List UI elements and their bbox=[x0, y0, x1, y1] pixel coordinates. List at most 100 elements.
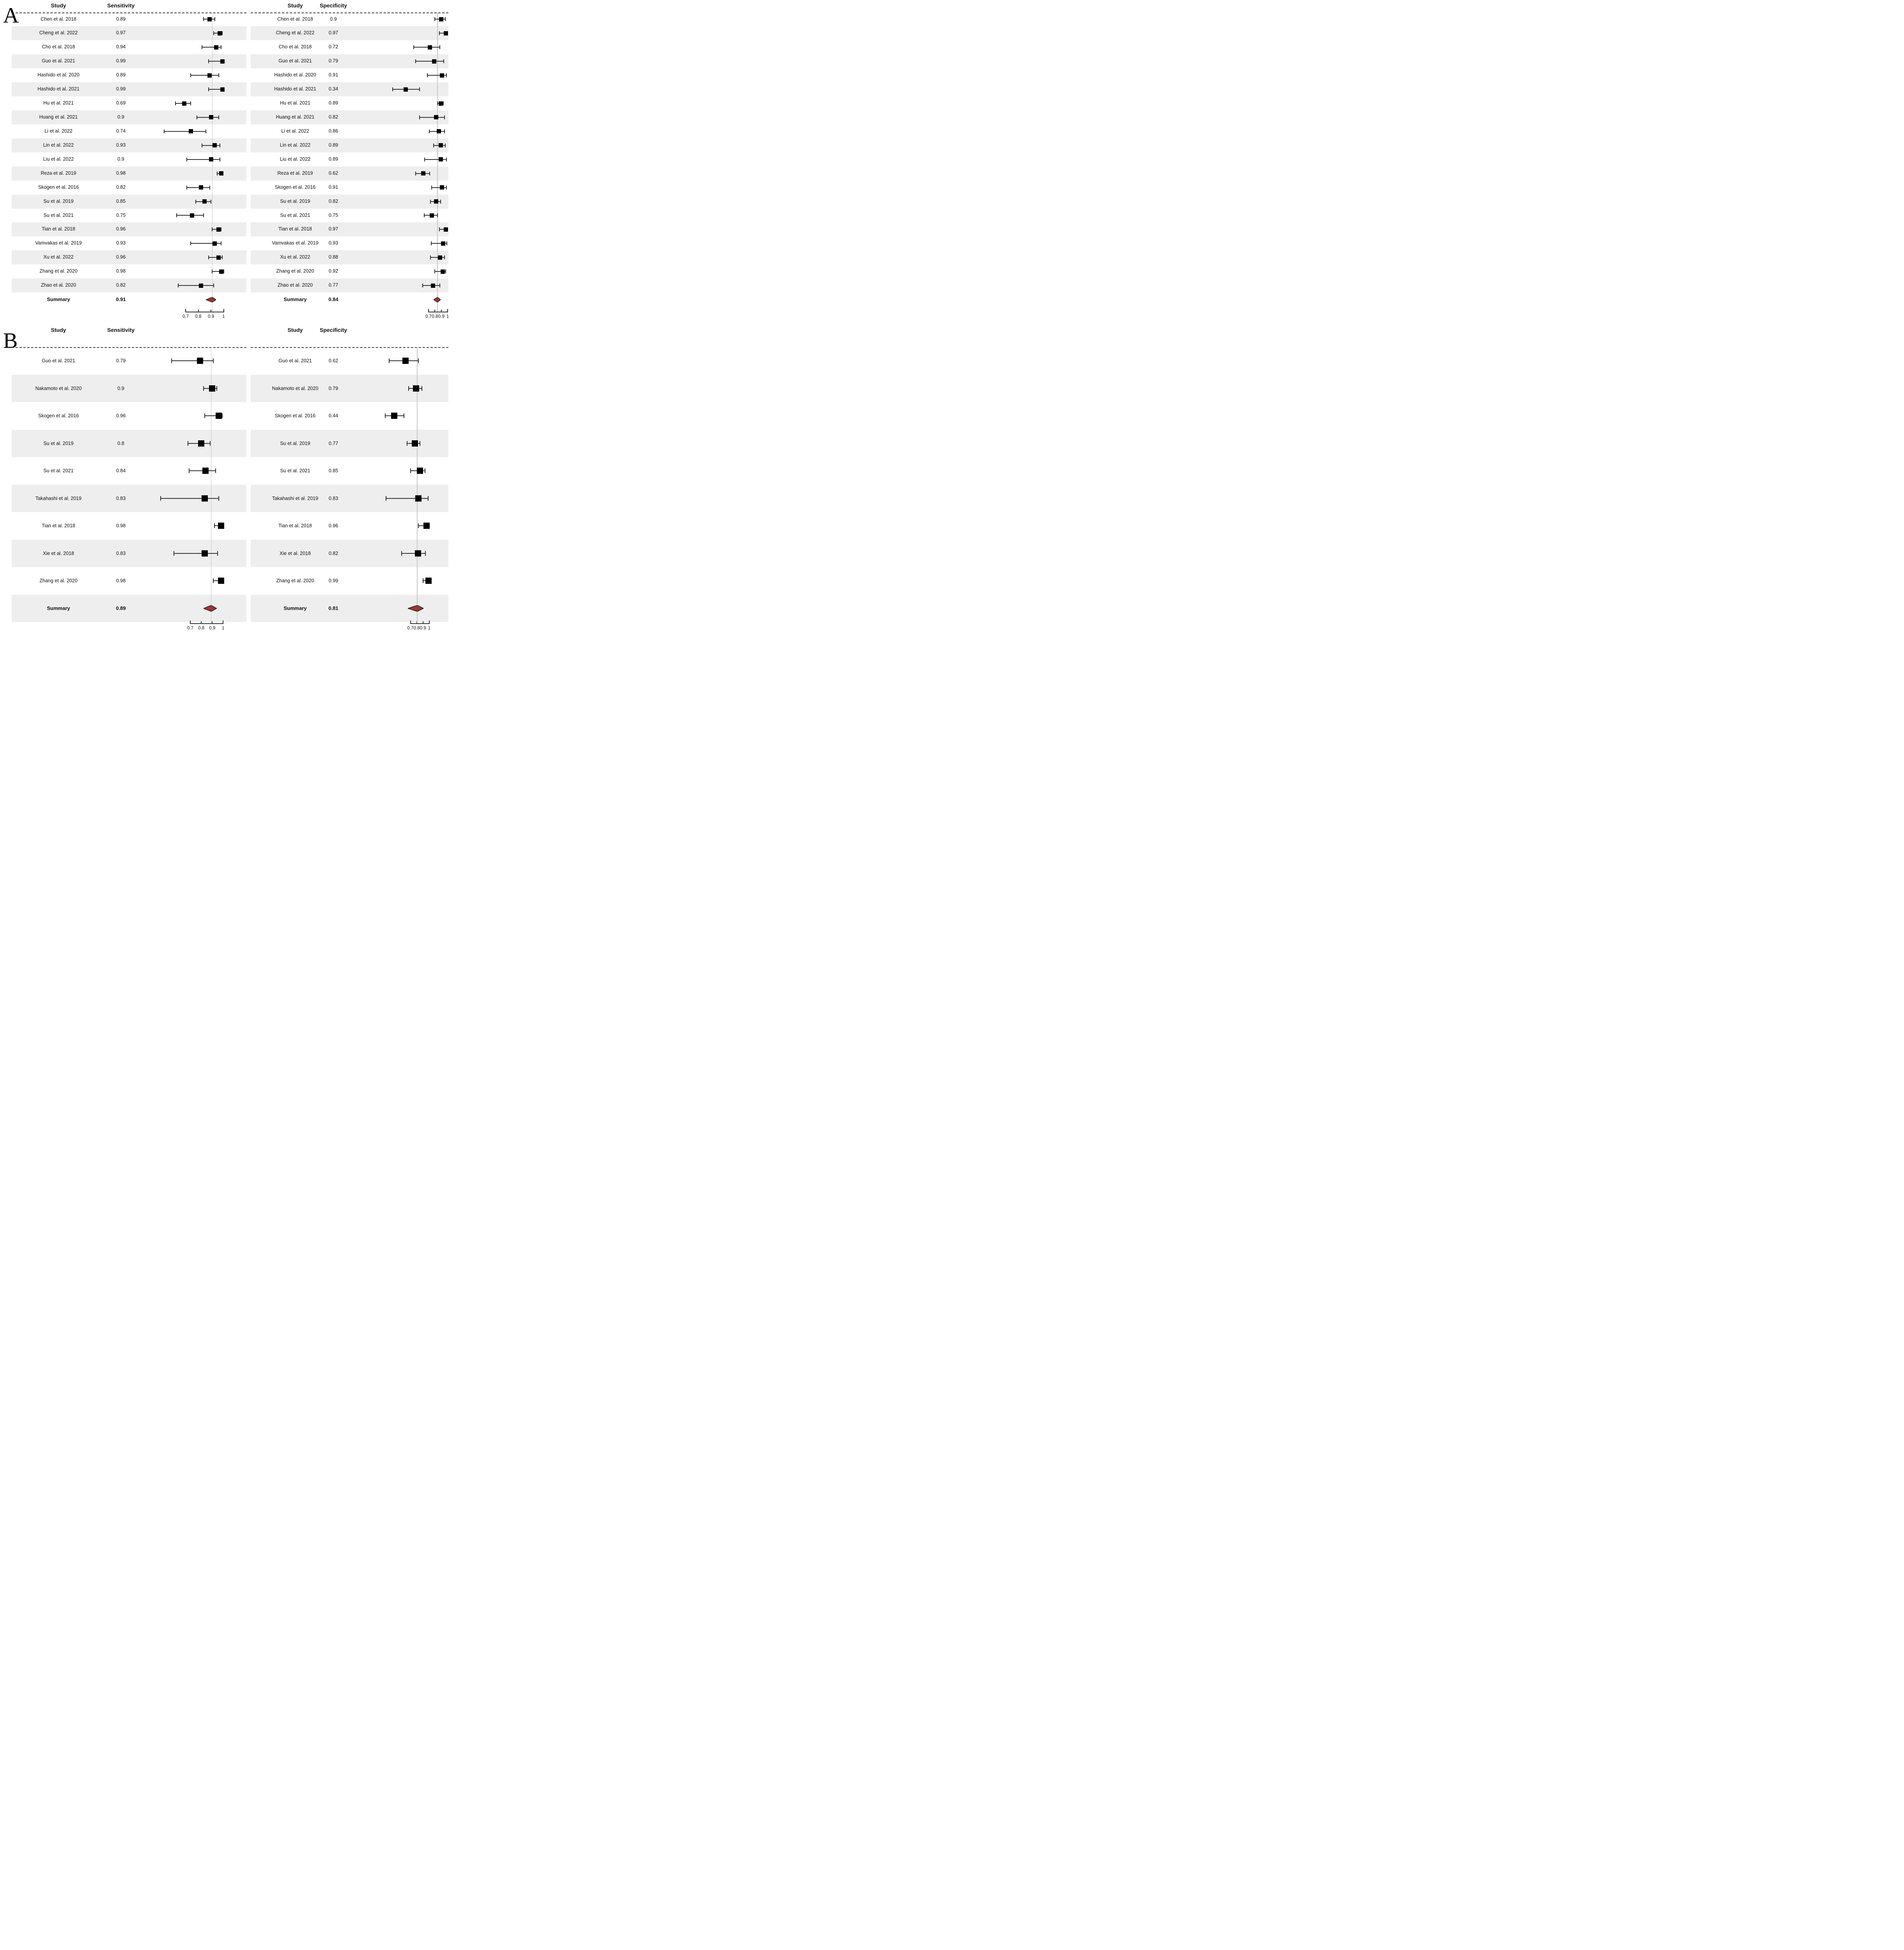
study-row: Su et al. 2019 0.77 bbox=[251, 429, 448, 457]
point-estimate-box bbox=[443, 31, 448, 35]
study-label: Su et al. 2019 bbox=[280, 440, 310, 446]
ci-cap-left bbox=[431, 185, 432, 190]
study-value: 0.75 bbox=[328, 212, 338, 218]
ci-cap-left bbox=[190, 241, 191, 246]
ci-cap-right bbox=[205, 129, 206, 133]
axis-tick bbox=[198, 310, 199, 312]
dashed-separator bbox=[251, 12, 448, 13]
ci-whisker bbox=[439, 33, 448, 34]
study-value: 0.69 bbox=[116, 100, 126, 106]
ci-whisker bbox=[430, 257, 445, 258]
study-label: Su et al. 2019 bbox=[43, 440, 74, 446]
study-value: 0.84 bbox=[116, 468, 126, 473]
ci-cap-right bbox=[221, 413, 223, 418]
study-label: Xu et al. 2022 bbox=[280, 254, 310, 260]
ci-cap-left bbox=[419, 115, 420, 119]
ci-cap-right bbox=[209, 441, 211, 446]
study-row: Nakamoto et al. 2020 0.9 bbox=[12, 374, 246, 402]
axis-line bbox=[410, 623, 429, 624]
ci-cap-left bbox=[423, 213, 425, 218]
summary-diamond bbox=[408, 605, 424, 612]
study-label: Guo et al. 2021 bbox=[278, 358, 312, 363]
study-label: Summary bbox=[47, 605, 70, 611]
study-row: Skogen et al. 2016 0.82 bbox=[12, 181, 246, 195]
study-row: Xu et al. 2022 0.96 bbox=[12, 250, 246, 265]
ci-cap-left bbox=[424, 157, 425, 161]
point-estimate-box bbox=[213, 241, 217, 246]
study-value: 0.99 bbox=[328, 578, 338, 583]
axis-tick-label: 0.7 bbox=[187, 626, 193, 631]
ci-cap-left bbox=[217, 171, 218, 176]
ci-whisker bbox=[164, 131, 206, 132]
study-label: Su et al. 2021 bbox=[280, 212, 310, 218]
ci-cap-left bbox=[214, 523, 215, 528]
point-estimate-box bbox=[438, 157, 443, 162]
axis-tick-label: 0.8 bbox=[413, 626, 420, 631]
ci-cap-left bbox=[430, 255, 431, 260]
study-value: 0.92 bbox=[328, 268, 338, 274]
study-row: Huang et al. 2021 0.9 bbox=[12, 110, 246, 124]
study-value: 0.62 bbox=[328, 170, 338, 176]
study-value: 0.74 bbox=[116, 128, 126, 134]
study-label: Skogen et al. 2016 bbox=[275, 184, 316, 190]
ci-cap-right bbox=[429, 171, 430, 176]
study-label: Xie et al. 2018 bbox=[43, 550, 74, 556]
panel-a-label: A bbox=[3, 4, 19, 28]
panel-b-label: B bbox=[3, 329, 18, 353]
study-label: Zhao et al. 2020 bbox=[41, 282, 76, 288]
ci-cap-right bbox=[446, 157, 447, 161]
study-label: Tian et al. 2018 bbox=[42, 523, 75, 528]
study-value: 0.89 bbox=[328, 142, 338, 148]
ci-cap-left bbox=[208, 59, 209, 64]
axis-tick bbox=[223, 309, 224, 312]
ci-whisker bbox=[208, 61, 224, 62]
point-estimate-box bbox=[411, 440, 418, 447]
ci-cap-left bbox=[160, 496, 161, 501]
point-estimate-box bbox=[402, 358, 409, 364]
point-estimate-box bbox=[219, 171, 223, 176]
study-label: Lin et al. 2022 bbox=[43, 142, 74, 148]
axis-tick-label: 1 bbox=[222, 626, 225, 631]
ci-cap-right bbox=[218, 496, 220, 501]
column-header-metric: Specificity bbox=[319, 2, 347, 9]
study-label: Nakamoto et al. 2020 bbox=[35, 385, 82, 391]
ci-whisker bbox=[191, 75, 219, 76]
ci-whisker bbox=[178, 285, 214, 286]
axis-tick-label: 1 bbox=[222, 314, 225, 319]
ci-cap-left bbox=[439, 227, 440, 232]
ci-cap-left bbox=[413, 45, 414, 50]
ci-cap-left bbox=[186, 185, 188, 190]
study-row: Takahashi et al. 2019 0.83 bbox=[251, 484, 448, 512]
summary-diamond bbox=[206, 297, 216, 302]
study-label: Zhang et al. 2020 bbox=[276, 268, 314, 274]
point-estimate-box bbox=[416, 468, 423, 474]
study-value: 0.79 bbox=[116, 358, 126, 363]
column-header-metric: Specificity bbox=[319, 327, 347, 333]
study-value: 0.96 bbox=[328, 523, 338, 528]
point-estimate-box bbox=[198, 440, 205, 447]
study-value: 0.72 bbox=[328, 44, 338, 50]
study-label: Guo et al. 2021 bbox=[42, 358, 75, 363]
dashed-separator bbox=[12, 347, 246, 348]
ci-cap-right bbox=[209, 185, 210, 190]
study-row: Xie et al. 2018 0.83 bbox=[12, 539, 246, 567]
axis-tick bbox=[434, 310, 436, 312]
summary-row: Summary 0.81 bbox=[251, 594, 448, 622]
point-estimate-box bbox=[218, 523, 224, 529]
axis-tick-label: 0.8 bbox=[195, 314, 202, 319]
study-row: Su et al. 2019 0.82 bbox=[251, 194, 448, 209]
study-label: Guo et al. 2021 bbox=[42, 58, 75, 64]
study-row: Su et al. 2019 0.85 bbox=[12, 194, 246, 209]
ci-cap-right bbox=[213, 284, 214, 288]
study-value: 0.93 bbox=[328, 240, 338, 246]
ci-cap-right bbox=[446, 241, 448, 246]
point-estimate-box bbox=[182, 101, 187, 106]
ci-cap-left bbox=[401, 551, 402, 556]
study-value: 0.96 bbox=[116, 413, 126, 418]
study-value: 0.89 bbox=[116, 72, 126, 78]
study-value: 0.9 bbox=[330, 16, 337, 22]
study-label: Li et al. 2022 bbox=[44, 128, 73, 134]
ci-whisker bbox=[212, 271, 224, 272]
study-row: Su et al. 2021 0.85 bbox=[251, 457, 448, 485]
study-label: Tian et al. 2018 bbox=[278, 523, 312, 528]
